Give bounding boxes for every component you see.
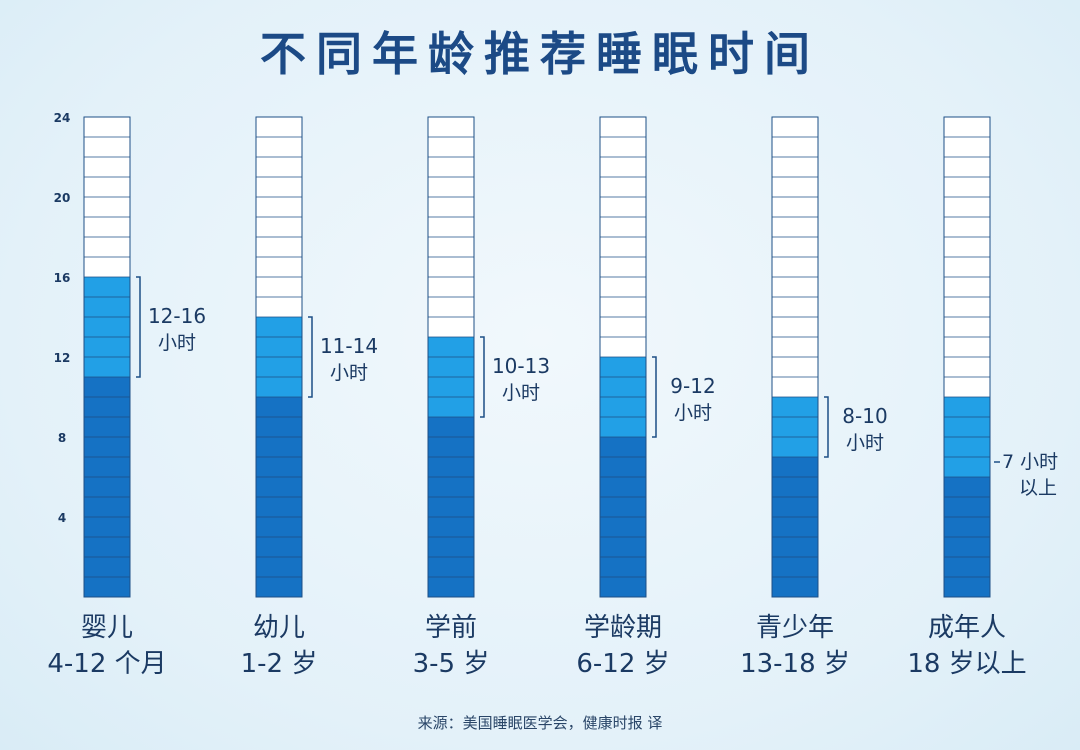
y-tick-label: 4: [58, 511, 66, 525]
range-unit-label: 小时: [158, 332, 196, 354]
bar-range: [84, 277, 130, 377]
category-name: 学龄期: [584, 613, 662, 643]
range-unit-label: 小时: [502, 382, 540, 404]
bar-base: [428, 417, 474, 597]
category-name: 成年人: [928, 613, 1006, 643]
bar-outline: [83, 116, 131, 598]
category-age: 4-12 个月: [47, 649, 166, 679]
source-note: 来源：美国睡眠医学会，健康时报 译: [417, 714, 663, 732]
range-bracket: [652, 356, 657, 438]
y-tick-label: 20: [54, 191, 71, 205]
range-bracket: [824, 396, 829, 458]
bar-range: [772, 397, 818, 457]
category-age: 13-18 岁: [740, 649, 850, 679]
range-label: 8-10: [842, 404, 887, 428]
category-age: 6-12 岁: [576, 649, 669, 679]
range-bracket: [136, 276, 141, 378]
bar-outline: [427, 116, 475, 598]
y-tick-label: 16: [54, 271, 71, 285]
category-age: 1-2 岁: [241, 649, 318, 679]
bar-base: [84, 377, 130, 597]
range-label: 10-13: [492, 354, 550, 378]
range-bracket: [480, 336, 485, 418]
range-unit-label: 小时: [674, 402, 712, 424]
range-unit-label: 小时: [846, 432, 884, 454]
bar-outline: [599, 116, 647, 598]
y-tick-label: 24: [54, 111, 71, 125]
range-label: 7 小时: [1002, 451, 1058, 473]
y-tick-label: 8: [58, 431, 66, 445]
range-label: 9-12: [670, 374, 715, 398]
bar-outline: [943, 116, 991, 598]
category-name: 幼儿: [253, 613, 305, 643]
category-age: 3-5 岁: [413, 649, 490, 679]
category-name: 学前: [425, 613, 477, 643]
category-name: 青少年: [756, 613, 834, 643]
category-age: 18 岁以上: [907, 649, 1026, 679]
range-unit-label: 以上: [1019, 477, 1057, 499]
range-label: 12-16: [148, 304, 206, 328]
range-bracket: [308, 316, 313, 398]
bar-outline: [771, 116, 819, 598]
bar-outline: [255, 116, 303, 598]
bar-base: [772, 457, 818, 597]
chart-title: 不同年龄推荐睡眠时间: [260, 27, 820, 81]
range-label: 11-14: [320, 334, 378, 358]
y-tick-label: 12: [54, 351, 71, 365]
range-unit-label: 小时: [330, 362, 368, 384]
category-name: 婴儿: [81, 613, 133, 643]
